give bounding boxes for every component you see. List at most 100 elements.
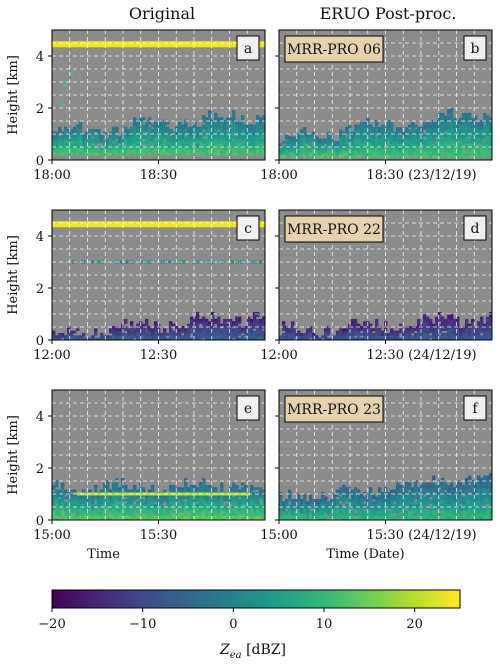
echo-cell xyxy=(333,503,337,507)
echo-cell xyxy=(160,122,164,125)
echo-cell xyxy=(399,323,403,327)
echo-cell xyxy=(468,498,472,502)
echo-cell xyxy=(381,145,385,149)
echo-cell xyxy=(112,129,116,132)
echo-cell xyxy=(411,489,415,493)
echo-cell xyxy=(241,512,245,516)
echo-cell xyxy=(136,122,140,125)
echo-cell xyxy=(468,475,472,479)
echo-cell xyxy=(453,496,457,500)
echo-cell xyxy=(357,330,361,334)
colorbar-segment xyxy=(123,590,128,608)
echo-cell xyxy=(124,335,128,339)
echo-cell xyxy=(244,487,248,490)
echo-cell xyxy=(220,498,224,502)
echo-cell xyxy=(414,501,418,505)
echo-cell xyxy=(465,129,469,133)
echo-cell xyxy=(106,335,110,339)
echo-cell xyxy=(429,129,433,133)
echo-cell xyxy=(211,487,215,490)
echo-cell xyxy=(172,515,176,519)
echo-cell xyxy=(351,512,355,516)
echo-cell xyxy=(474,512,478,516)
echo-cell xyxy=(393,155,397,158)
echo-cell xyxy=(94,138,98,142)
echo-cell xyxy=(214,498,218,502)
echo-cell xyxy=(76,138,80,142)
echo-cell xyxy=(52,494,56,497)
echo-cell xyxy=(235,318,239,322)
colorbar-segment xyxy=(140,590,145,608)
echo-cell xyxy=(462,155,466,158)
colorbar-segment xyxy=(381,590,386,608)
echo-cell xyxy=(417,503,421,507)
echo-cell xyxy=(345,143,349,147)
echo-cell xyxy=(100,337,104,341)
echo-cell xyxy=(73,517,77,521)
echo-cell xyxy=(288,515,292,519)
echo-cell xyxy=(399,143,403,147)
echo-cell xyxy=(426,152,430,156)
echo-cell xyxy=(187,328,191,332)
echo-cell xyxy=(399,494,403,497)
echo-cell xyxy=(411,134,415,137)
echo-cell xyxy=(79,131,83,135)
echo-cell xyxy=(259,133,263,137)
echo-cell xyxy=(127,150,131,153)
echo-cell xyxy=(468,129,472,133)
echo-cell xyxy=(253,503,257,507)
echo-cell xyxy=(205,510,209,514)
echo-cell xyxy=(468,510,472,514)
echo-cell xyxy=(342,134,346,137)
echo-cell xyxy=(489,487,493,490)
echo-cell xyxy=(372,129,376,133)
echo-cell xyxy=(196,131,200,135)
echo-cell xyxy=(303,517,307,521)
echo-cell xyxy=(408,484,412,488)
echo-cell xyxy=(432,487,436,490)
colorbar-segment xyxy=(171,590,175,608)
echo-cell xyxy=(88,510,92,514)
echo-cell xyxy=(360,129,364,133)
echo-cell xyxy=(103,508,107,512)
echo-cell xyxy=(372,138,376,142)
echo-cell xyxy=(145,323,149,327)
echo-cell xyxy=(73,337,77,341)
echo-cell xyxy=(294,515,298,519)
echo-cell xyxy=(100,136,104,139)
echo-cell xyxy=(393,330,397,334)
echo-cell xyxy=(58,131,62,135)
echo-cell xyxy=(285,148,289,151)
echo-cell xyxy=(381,155,385,158)
echo-cell xyxy=(145,138,149,142)
echo-cell xyxy=(52,330,56,334)
echo-cell xyxy=(181,505,185,509)
echo-cell xyxy=(232,510,236,514)
echo-cell xyxy=(232,133,236,137)
echo-cell xyxy=(241,330,245,334)
echo-cell xyxy=(103,510,107,514)
echo-cell xyxy=(303,515,307,519)
interference-dash xyxy=(120,260,124,264)
echo-cell xyxy=(79,337,83,341)
echo-cell xyxy=(474,335,478,339)
echo-cell xyxy=(115,150,119,153)
echo-cell xyxy=(321,503,325,507)
colorbar-segment xyxy=(266,590,271,608)
echo-cell xyxy=(456,489,460,493)
echo-cell xyxy=(226,122,230,125)
echo-cell xyxy=(438,330,442,334)
echo-cell xyxy=(256,335,260,339)
echo-cell xyxy=(297,152,301,156)
echo-cell xyxy=(333,152,337,156)
echo-cell xyxy=(73,140,77,144)
echo-cell xyxy=(115,496,119,500)
echo-cell xyxy=(291,501,295,505)
echo-cell xyxy=(447,318,451,322)
echo-cell xyxy=(262,122,266,125)
echo-cell xyxy=(115,515,119,519)
echo-cell xyxy=(118,517,122,521)
echo-cell xyxy=(423,517,427,521)
echo-cell xyxy=(136,501,140,505)
echo-cell xyxy=(381,337,385,341)
